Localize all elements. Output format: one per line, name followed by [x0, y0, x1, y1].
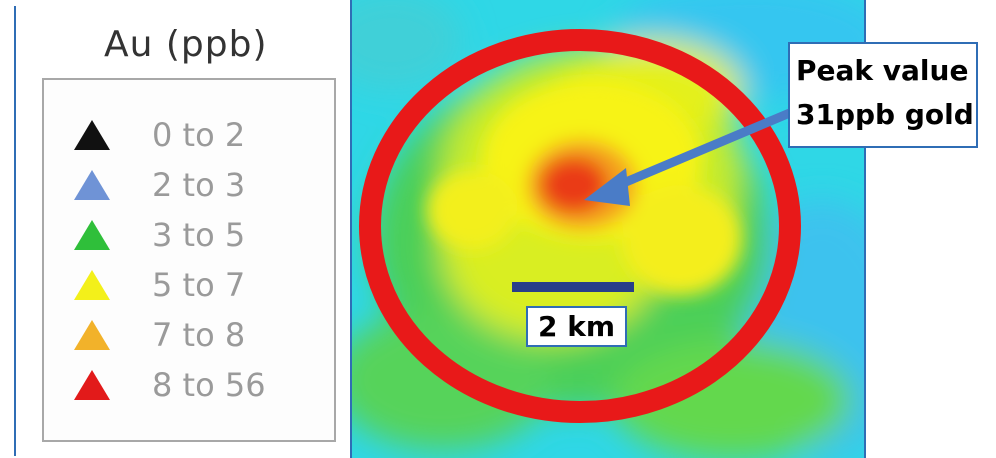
legend-item: 3 to 5 [44, 210, 334, 260]
scale-bar [512, 282, 634, 292]
legend-label: 0 to 2 [152, 116, 246, 154]
legend-triangle [74, 220, 110, 250]
legend-label: 7 to 8 [152, 316, 246, 354]
arrow-head [584, 168, 630, 206]
legend-label: 8 to 56 [152, 366, 266, 404]
peak-arrow [609, 107, 797, 192]
legend-triangle [74, 270, 110, 300]
legend-label: 5 to 7 [152, 266, 246, 304]
peak-annotation: Peak value 31ppb gold [788, 42, 978, 148]
legend-item: 8 to 56 [44, 360, 334, 410]
triangle-marker-icon [74, 120, 110, 150]
legend-panel: Au (ppb) 0 to 2 2 to 3 3 to 5 5 to 7 7 t… [14, 6, 346, 456]
peak-label: Peak value [796, 54, 969, 87]
legend-item: 0 to 2 [44, 110, 334, 160]
peak-value: 31ppb gold [796, 98, 974, 131]
highlight-circle [359, 29, 801, 423]
legend-item: 2 to 3 [44, 160, 334, 210]
triangle-marker-icon [74, 370, 110, 400]
legend-title: Au (ppb) [104, 24, 268, 65]
scale-label: 2 km [526, 306, 628, 347]
legend-box: 0 to 2 2 to 3 3 to 5 5 to 7 7 to 8 8 to … [42, 78, 336, 442]
legend-label: 2 to 3 [152, 166, 246, 204]
legend-item: 7 to 8 [44, 310, 334, 360]
legend-triangle [74, 320, 110, 350]
legend-label: 3 to 5 [152, 216, 246, 254]
triangle-marker-icon [74, 320, 110, 350]
legend-triangle [74, 120, 110, 150]
triangle-marker-icon [74, 170, 110, 200]
legend-triangle [74, 370, 110, 400]
triangle-marker-icon [74, 220, 110, 250]
legend-triangle [74, 170, 110, 200]
legend-item: 5 to 7 [44, 260, 334, 310]
triangle-marker-icon [74, 270, 110, 300]
